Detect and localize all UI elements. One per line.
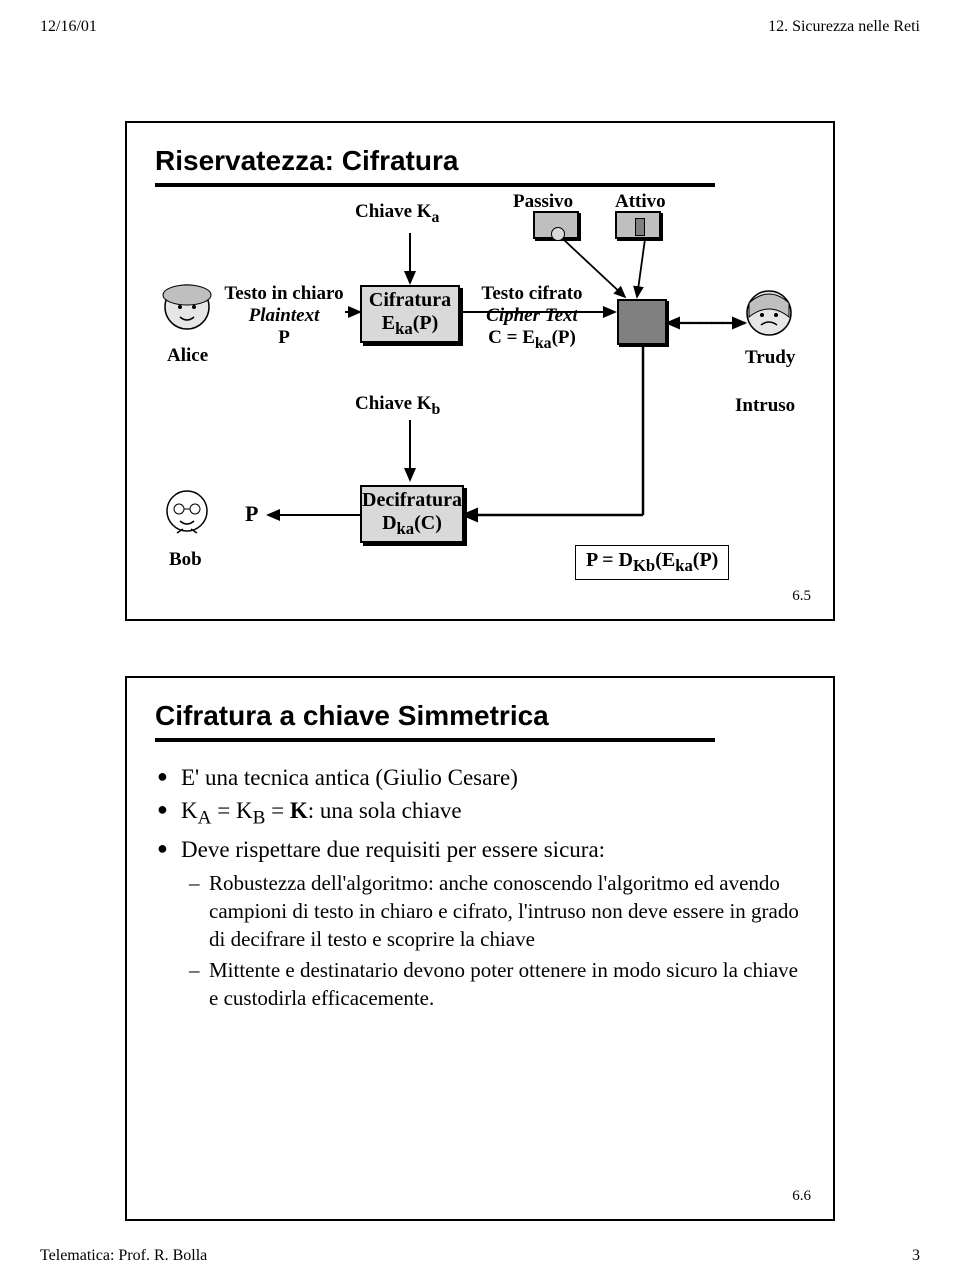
trudy-label: Trudy bbox=[745, 347, 795, 369]
slide2-title: Cifratura a chiave Simmetrica bbox=[155, 700, 805, 732]
dka-formula: Dka(C) bbox=[382, 512, 442, 539]
passive-attacker-icon bbox=[533, 211, 579, 239]
chiave-kb-text: Chiave K bbox=[355, 393, 432, 414]
title-rule-1 bbox=[155, 183, 715, 187]
page-footer: Telematica: Prof. R. Bolla 3 bbox=[40, 1247, 920, 1265]
bob-icon bbox=[155, 483, 219, 552]
cipher-diagram: Chiave Ka Passivo Attivo Alice Testo in … bbox=[155, 205, 805, 605]
cipher-text-italic: Cipher Text bbox=[486, 305, 578, 326]
chiave-ka-label: Chiave Ka bbox=[355, 201, 439, 227]
testo-cifrato: Testo cifrato bbox=[481, 283, 582, 304]
bullet-3: Deve rispettare due requisiti per essere… bbox=[181, 834, 805, 1013]
result-sub1: Kb bbox=[633, 556, 655, 575]
active-attacker-icon bbox=[615, 211, 661, 239]
bullet-2: KA = KB = K: una sola chiave bbox=[181, 795, 805, 831]
b2-subb: B bbox=[253, 808, 266, 829]
c-eq: C = Eka(P) bbox=[488, 327, 576, 348]
alice-icon bbox=[155, 277, 219, 346]
decifratura-text: Decifratura bbox=[362, 489, 462, 512]
c-eq-pre: C = E bbox=[488, 327, 535, 348]
dka-sub: ka bbox=[397, 519, 415, 538]
page: 12/16/01 12. Sicurezza nelle Reti Riserv… bbox=[0, 0, 960, 1287]
p-out-label: P bbox=[245, 501, 258, 526]
header-date: 12/16/01 bbox=[40, 18, 97, 36]
eka-e: E bbox=[382, 312, 395, 334]
attivo-label: Attivo bbox=[615, 191, 666, 213]
b2-mid1: = K bbox=[211, 798, 252, 823]
testo-in-chiaro: Testo in chiaro bbox=[224, 283, 343, 304]
result-pre: P = D bbox=[586, 549, 633, 571]
bullet-1: E' una tecnica antica (Giulio Cesare) bbox=[181, 762, 805, 793]
eka-sub: ka bbox=[395, 319, 413, 338]
intruso-label: Intruso bbox=[735, 395, 795, 417]
ciphertext-label: Testo cifrato Cipher Text C = Eka(P) bbox=[467, 283, 597, 353]
trudy-icon bbox=[737, 283, 801, 352]
eka-arg: (P) bbox=[413, 312, 439, 334]
plaintext-italic: Plaintext bbox=[249, 305, 320, 326]
result-mid: (E bbox=[655, 549, 675, 571]
b2-rest: : una sola chiave bbox=[308, 798, 462, 823]
cifratura-text: Cifratura bbox=[369, 289, 451, 312]
header-title: 12. Sicurezza nelle Reti bbox=[768, 18, 920, 36]
title-rule-2 bbox=[155, 738, 715, 742]
eka-formula: Eka(P) bbox=[382, 312, 438, 339]
dka-d: D bbox=[382, 512, 396, 534]
slide1-pagenum: 6.5 bbox=[792, 588, 811, 605]
chiave-ka-sub: a bbox=[432, 209, 440, 226]
bob-label: Bob bbox=[169, 549, 202, 571]
chiave-kb-label: Chiave Kb bbox=[355, 393, 440, 419]
c-eq-arg: (P) bbox=[552, 327, 576, 348]
slide1-title: Riservatezza: Cifratura bbox=[155, 145, 805, 177]
result-sub2: ka bbox=[675, 556, 693, 575]
bullet-list-level2: Robustezza dell'algoritmo: anche conosce… bbox=[181, 869, 805, 1013]
b2-suba: A bbox=[198, 808, 212, 829]
b2-K: K bbox=[290, 798, 308, 823]
slide-2: Cifratura a chiave Simmetrica E' una tec… bbox=[125, 676, 835, 1221]
b2-mid2: = bbox=[265, 798, 289, 823]
decrypt-box: Decifratura Dka(C) bbox=[360, 485, 464, 543]
sub-bullet-a: Robustezza dell'algoritmo: anche conosce… bbox=[209, 869, 805, 954]
page-header: 12/16/01 12. Sicurezza nelle Reti bbox=[40, 18, 920, 36]
sub-bullet-b: Mittente e destinatario devono poter ott… bbox=[209, 956, 805, 1013]
result-end: (P) bbox=[693, 549, 719, 571]
plaintext-p: P bbox=[278, 327, 290, 348]
chiave-kb-sub: b bbox=[432, 401, 441, 418]
slide2-body: E' una tecnica antica (Giulio Cesare) KA… bbox=[155, 762, 805, 1012]
encrypt-box: Cifratura Eka(P) bbox=[360, 285, 460, 343]
result-formula-box: P = DKb(Eka(P) bbox=[575, 545, 729, 580]
chiave-ka-text: Chiave K bbox=[355, 201, 432, 222]
bullet-list-level1: E' una tecnica antica (Giulio Cesare) KA… bbox=[155, 762, 805, 1012]
plaintext-label: Testo in chiaro Plaintext P bbox=[219, 283, 349, 349]
b3-text: Deve rispettare due requisiti per essere… bbox=[181, 837, 605, 862]
dka-arg: (C) bbox=[414, 512, 442, 534]
channel-node bbox=[617, 299, 667, 345]
alice-label: Alice bbox=[167, 345, 208, 367]
slide-1: Riservatezza: Cifratura bbox=[125, 121, 835, 621]
footer-right: 3 bbox=[912, 1247, 920, 1265]
b2-ka: K bbox=[181, 798, 198, 823]
footer-left: Telematica: Prof. R. Bolla bbox=[40, 1247, 207, 1265]
passivo-label: Passivo bbox=[513, 191, 573, 213]
slide2-pagenum: 6.6 bbox=[792, 1188, 811, 1205]
c-eq-sub: ka bbox=[535, 334, 552, 351]
